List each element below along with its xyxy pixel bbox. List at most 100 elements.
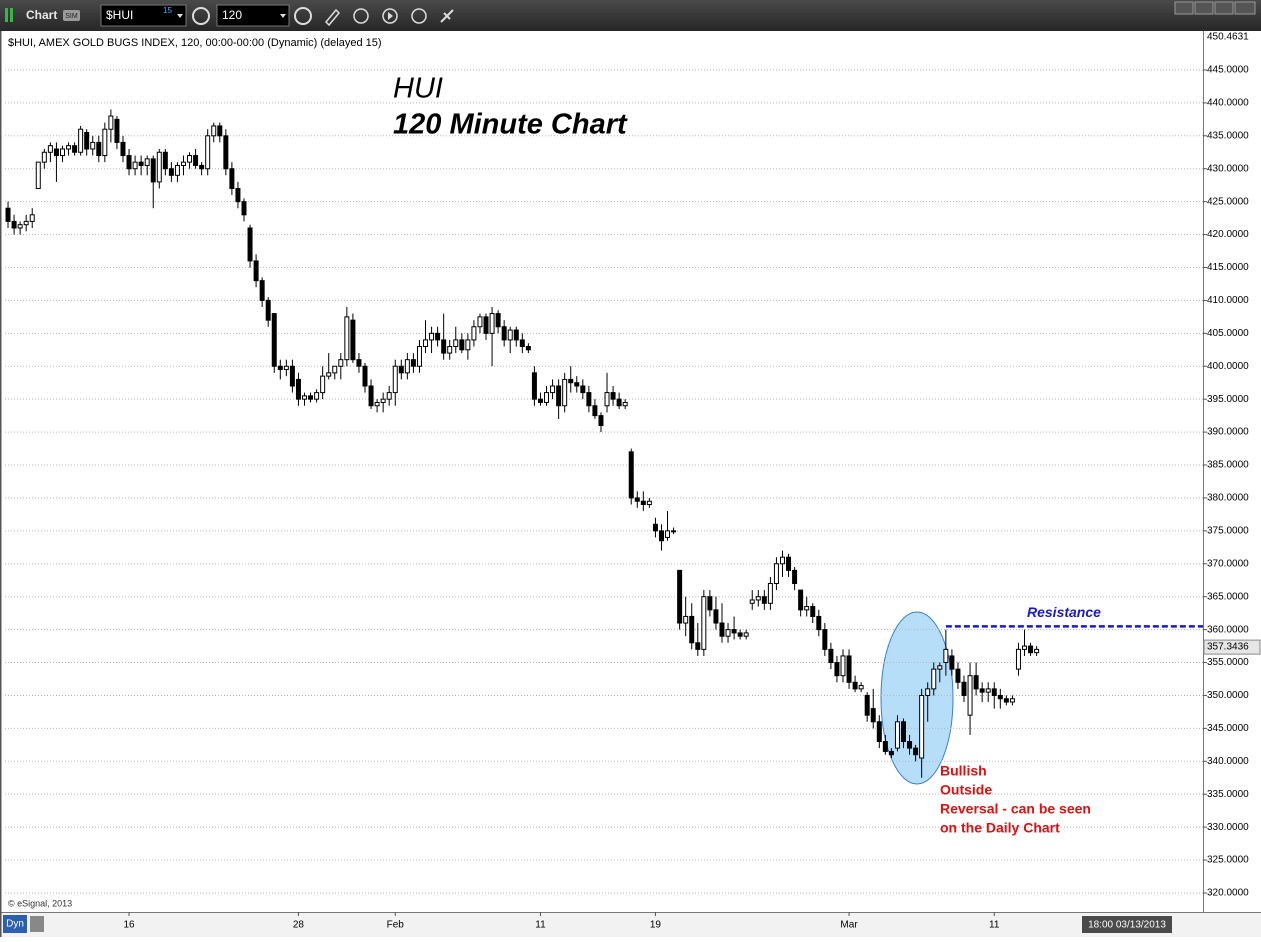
candle-body <box>447 345 453 354</box>
candle-body <box>126 155 132 170</box>
candle-body <box>277 365 283 371</box>
candle-body <box>29 214 35 222</box>
interval-input[interactable] <box>216 4 290 27</box>
candle-body <box>840 655 846 677</box>
candle-body <box>11 220 17 229</box>
annotation: Reversal - can be seen <box>940 801 1091 817</box>
candle-body <box>477 316 483 328</box>
candle-body <box>574 382 580 387</box>
y-tick-label: 445.0000 <box>1207 65 1249 76</box>
info-line: $HUI, AMEX GOLD BUGS INDEX, 120, 00:00-0… <box>8 37 382 49</box>
candle-body <box>180 161 186 166</box>
highlight-ellipse <box>880 611 954 785</box>
candle-body <box>792 569 798 585</box>
x-tick-label: Mar <box>840 920 858 931</box>
x-tick-label: Feb <box>387 920 405 931</box>
y-tick-label: 365.0000 <box>1207 591 1249 602</box>
resistance-label: Resistance <box>1027 604 1101 620</box>
candle-body <box>392 365 398 394</box>
candle-body <box>919 694 925 759</box>
y-tick-label: 360.0000 <box>1207 624 1249 635</box>
candle-body <box>544 392 550 403</box>
y-tick-label: 345.0000 <box>1207 723 1249 734</box>
candle-body <box>211 125 217 137</box>
candle-body <box>132 161 138 170</box>
draw-button[interactable] <box>324 8 341 27</box>
minimize-button[interactable] <box>1194 1 1214 15</box>
symbol: $HUI <box>106 8 133 22</box>
candle-body <box>658 530 664 542</box>
y-tick-label: 375.0000 <box>1207 525 1249 536</box>
candle-body <box>556 385 562 407</box>
candle-body <box>737 632 743 637</box>
x-tick-label: 11 <box>535 920 546 931</box>
candle-body <box>156 151 162 183</box>
candle-body <box>979 688 985 693</box>
candle-body <box>229 168 235 189</box>
candle-body <box>199 164 205 170</box>
y-tick-label: 405.0000 <box>1207 328 1249 339</box>
x-tick-label: 19 <box>650 920 662 931</box>
link-button[interactable] <box>192 7 210 25</box>
candle-body <box>320 375 326 394</box>
candle-body <box>5 207 11 222</box>
restore-button[interactable] <box>1174 1 1194 15</box>
close-button[interactable] <box>1234 1 1256 15</box>
alert-button[interactable] <box>411 8 427 24</box>
candle-body <box>96 141 102 157</box>
play-button[interactable] <box>382 8 398 24</box>
candle-body <box>302 395 307 400</box>
candle-body <box>755 596 761 601</box>
candle-body <box>767 583 773 604</box>
candle-body <box>283 365 289 371</box>
dyn-badge[interactable] <box>3 915 27 933</box>
last-price-label: 357.3436 <box>1207 642 1249 653</box>
y-tick-label: 425.0000 <box>1207 196 1249 207</box>
timestamp: 18:00 03/13/2013 <box>1088 920 1166 931</box>
refresh-button[interactable] <box>353 8 369 24</box>
y-tick-label: 325.0000 <box>1207 855 1249 866</box>
candle-body <box>247 227 253 262</box>
candle-body <box>483 316 489 334</box>
last-price-box <box>1203 639 1261 655</box>
tool-button[interactable] <box>440 9 454 23</box>
candle-body <box>380 398 386 403</box>
candle-body <box>193 155 199 166</box>
time-button[interactable] <box>294 7 312 25</box>
y-tick-label: 435.0000 <box>1207 130 1249 141</box>
candle-body <box>489 313 495 334</box>
sim-badge <box>63 10 80 21</box>
window-title: Chart <box>26 8 57 22</box>
candle-body <box>289 365 295 387</box>
plot: 320.0000 325.0000 330.0000 335.0000 340.0000… <box>5 32 1261 931</box>
candle-body <box>713 609 719 624</box>
candle-body <box>786 556 792 571</box>
candle-body <box>120 141 126 157</box>
y-tick-label: 390.0000 <box>1207 427 1249 438</box>
candle-body <box>138 161 144 166</box>
y-top-label: 450.4631 <box>1207 32 1249 43</box>
candle-body <box>495 313 501 328</box>
candle-body <box>314 392 320 400</box>
candle-body <box>864 694 870 716</box>
dropdown-arrow <box>177 14 183 18</box>
candle-body <box>913 747 919 756</box>
lock-button[interactable] <box>30 916 44 932</box>
candle-body <box>72 145 78 153</box>
maximize-button[interactable] <box>1214 1 1234 15</box>
candle-body <box>882 741 888 752</box>
toolbar: Chart SIM $HUI 15 120 <box>0 0 1261 31</box>
candle-body <box>223 135 229 170</box>
candle-body <box>368 385 374 407</box>
candle-body <box>725 629 731 637</box>
candle-body <box>513 329 519 341</box>
symbol-input[interactable] <box>100 4 187 27</box>
annotation: on the Daily Chart <box>940 820 1060 836</box>
candle-body <box>943 648 949 664</box>
candle-body <box>955 668 961 683</box>
y-tick-label: 370.0000 <box>1207 558 1249 569</box>
candle-body <box>90 141 96 150</box>
candle-body <box>761 596 767 604</box>
